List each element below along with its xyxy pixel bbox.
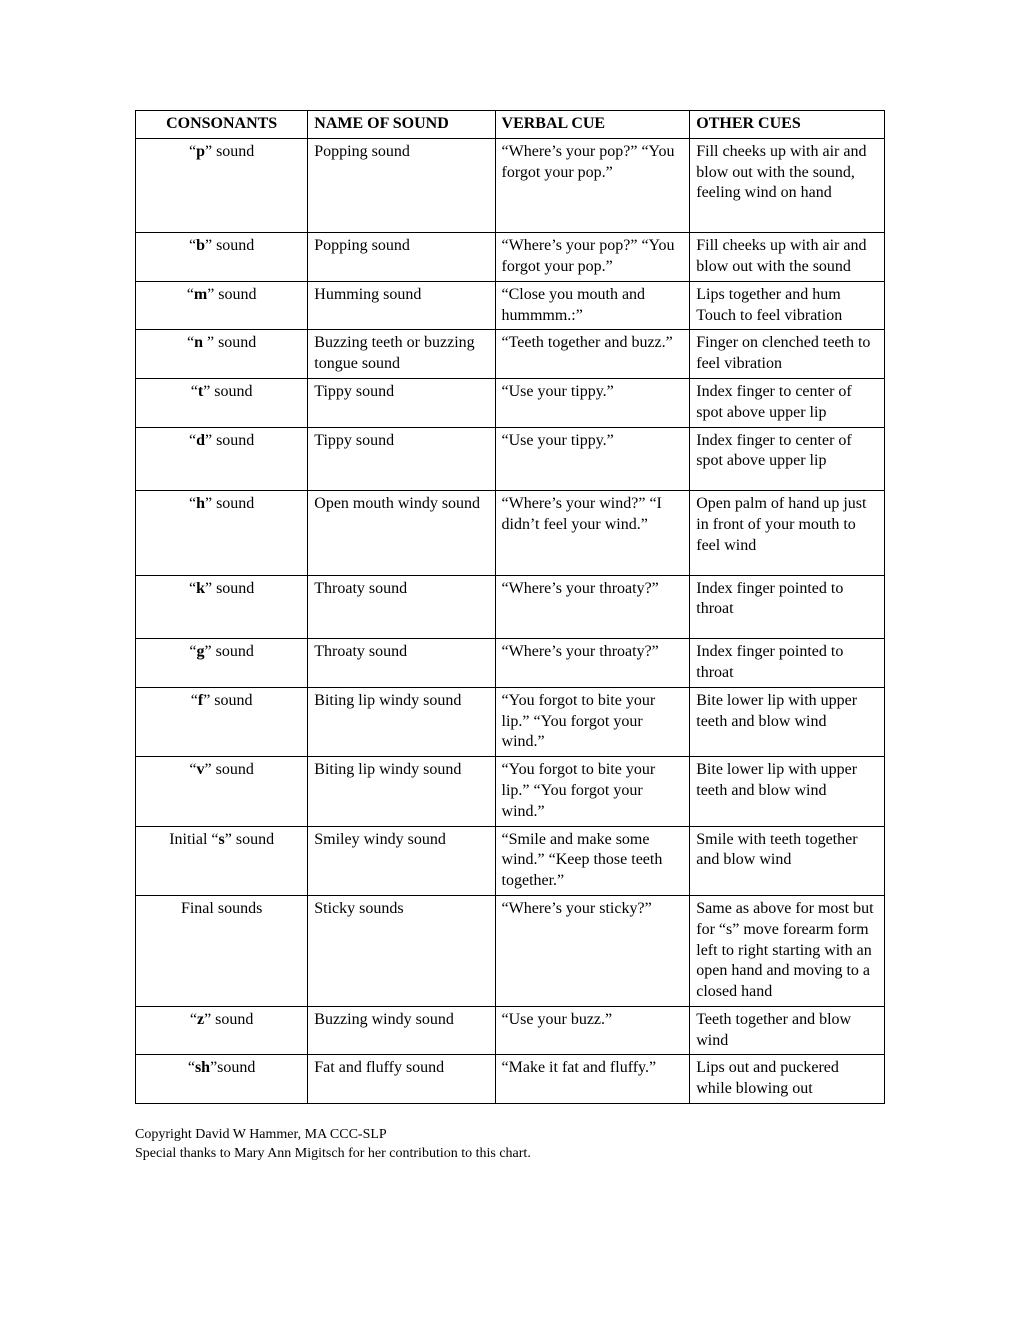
verbal-cue-cell: “Use your tippy.” <box>495 427 690 491</box>
table-row: “n ” soundBuzzing teeth or buzzing tongu… <box>136 330 885 379</box>
other-cues-cell: Finger on clenched teeth to feel vibrati… <box>690 330 885 379</box>
consonant-cell: “p” sound <box>136 138 308 232</box>
verbal-cue-cell: “You forgot to bite your lip.” “You forg… <box>495 757 690 826</box>
verbal-cue-cell: “Smile and make some wind.” “Keep those … <box>495 826 690 895</box>
consonants-table: CONSONANTS NAME OF SOUND VERBAL CUE OTHE… <box>135 110 885 1104</box>
other-cues-cell: Lips together and hum Touch to feel vibr… <box>690 281 885 330</box>
other-cues-cell: Index finger pointed to throat <box>690 575 885 639</box>
consonant-cell: “k” sound <box>136 575 308 639</box>
table-row: “p” soundPopping sound“Where’s your pop?… <box>136 138 885 232</box>
table-row: “b” soundPopping sound“Where’s your pop?… <box>136 233 885 282</box>
consonant-cell: “t” sound <box>136 378 308 427</box>
verbal-cue-cell: “Where’s your throaty?” <box>495 639 690 688</box>
name-of-sound-cell: Smiley windy sound <box>308 826 495 895</box>
table-header: CONSONANTS NAME OF SOUND VERBAL CUE OTHE… <box>136 111 885 139</box>
consonant-cell: Initial “s” sound <box>136 826 308 895</box>
table-row: “z” soundBuzzing windy sound“Use your bu… <box>136 1006 885 1055</box>
thanks-line: Special thanks to Mary Ann Migitsch for … <box>135 1145 885 1164</box>
table-row: “sh”soundFat and fluffy sound“Make it fa… <box>136 1055 885 1104</box>
name-of-sound-cell: Tippy sound <box>308 427 495 491</box>
name-of-sound-cell: Throaty sound <box>308 575 495 639</box>
verbal-cue-cell: “Where’s your throaty?” <box>495 575 690 639</box>
other-cues-cell: Fill cheeks up with air and blow out wit… <box>690 233 885 282</box>
other-cues-cell: Same as above for most but for “s” move … <box>690 895 885 1006</box>
name-of-sound-cell: Humming sound <box>308 281 495 330</box>
table-row: “f” soundBiting lip windy sound“You forg… <box>136 687 885 756</box>
consonant-cell: “d” sound <box>136 427 308 491</box>
page: CONSONANTS NAME OF SOUND VERBAL CUE OTHE… <box>0 0 1020 1204</box>
verbal-cue-cell: “Make it fat and fluffy.” <box>495 1055 690 1104</box>
consonant-cell: Final sounds <box>136 895 308 1006</box>
verbal-cue-cell: “Where’s your pop?” “You forgot your pop… <box>495 233 690 282</box>
consonant-cell: “m” sound <box>136 281 308 330</box>
name-of-sound-cell: Open mouth windy sound <box>308 491 495 575</box>
table-row: “v” soundBiting lip windy sound“You forg… <box>136 757 885 826</box>
name-of-sound-cell: Fat and fluffy sound <box>308 1055 495 1104</box>
name-of-sound-cell: Throaty sound <box>308 639 495 688</box>
verbal-cue-cell: “Use your buzz.” <box>495 1006 690 1055</box>
table-row: Initial “s” soundSmiley windy sound“Smil… <box>136 826 885 895</box>
table-row: Final soundsSticky sounds“Where’s your s… <box>136 895 885 1006</box>
name-of-sound-cell: Buzzing teeth or buzzing tongue sound <box>308 330 495 379</box>
consonant-cell: “g” sound <box>136 639 308 688</box>
consonant-cell: “sh”sound <box>136 1055 308 1104</box>
table-row: “k” soundThroaty sound“Where’s your thro… <box>136 575 885 639</box>
header-name-of-sound: NAME OF SOUND <box>308 111 495 139</box>
table-row: “t” soundTippy sound“Use your tippy.”Ind… <box>136 378 885 427</box>
verbal-cue-cell: “Where’s your wind?” “I didn’t feel your… <box>495 491 690 575</box>
name-of-sound-cell: Sticky sounds <box>308 895 495 1006</box>
table-row: “d” soundTippy sound“Use your tippy.”Ind… <box>136 427 885 491</box>
other-cues-cell: Bite lower lip with upper teeth and blow… <box>690 687 885 756</box>
consonant-cell: “b” sound <box>136 233 308 282</box>
name-of-sound-cell: Popping sound <box>308 138 495 232</box>
other-cues-cell: Fill cheeks up with air and blow out wit… <box>690 138 885 232</box>
copyright-line: Copyright David W Hammer, MA CCC-SLP <box>135 1126 885 1145</box>
table-row: “h” soundOpen mouth windy sound“Where’s … <box>136 491 885 575</box>
other-cues-cell: Teeth together and blow wind <box>690 1006 885 1055</box>
other-cues-cell: Lips out and puckered while blowing out <box>690 1055 885 1104</box>
verbal-cue-cell: “Teeth together and buzz.” <box>495 330 690 379</box>
verbal-cue-cell: “Use your tippy.” <box>495 378 690 427</box>
header-other-cues: OTHER CUES <box>690 111 885 139</box>
table-row: “g” soundThroaty sound“Where’s your thro… <box>136 639 885 688</box>
verbal-cue-cell: “You forgot to bite your lip.” “You forg… <box>495 687 690 756</box>
consonant-cell: “f” sound <box>136 687 308 756</box>
other-cues-cell: Open palm of hand up just in front of yo… <box>690 491 885 575</box>
other-cues-cell: Bite lower lip with upper teeth and blow… <box>690 757 885 826</box>
other-cues-cell: Index finger pointed to throat <box>690 639 885 688</box>
other-cues-cell: Smile with teeth together and blow wind <box>690 826 885 895</box>
consonant-cell: “z” sound <box>136 1006 308 1055</box>
table-body: “p” soundPopping sound“Where’s your pop?… <box>136 138 885 1103</box>
footer: Copyright David W Hammer, MA CCC-SLP Spe… <box>135 1126 885 1164</box>
consonant-cell: “h” sound <box>136 491 308 575</box>
name-of-sound-cell: Biting lip windy sound <box>308 757 495 826</box>
verbal-cue-cell: “Where’s your sticky?” <box>495 895 690 1006</box>
verbal-cue-cell: “Close you mouth and hummmm.:” <box>495 281 690 330</box>
consonant-cell: “n ” sound <box>136 330 308 379</box>
name-of-sound-cell: Popping sound <box>308 233 495 282</box>
header-consonants: CONSONANTS <box>136 111 308 139</box>
table-row: “m” soundHumming sound“Close you mouth a… <box>136 281 885 330</box>
name-of-sound-cell: Biting lip windy sound <box>308 687 495 756</box>
consonant-cell: “v” sound <box>136 757 308 826</box>
other-cues-cell: Index finger to center of spot above upp… <box>690 378 885 427</box>
other-cues-cell: Index finger to center of spot above upp… <box>690 427 885 491</box>
name-of-sound-cell: Tippy sound <box>308 378 495 427</box>
name-of-sound-cell: Buzzing windy sound <box>308 1006 495 1055</box>
header-verbal-cue: VERBAL CUE <box>495 111 690 139</box>
verbal-cue-cell: “Where’s your pop?” “You forgot your pop… <box>495 138 690 232</box>
